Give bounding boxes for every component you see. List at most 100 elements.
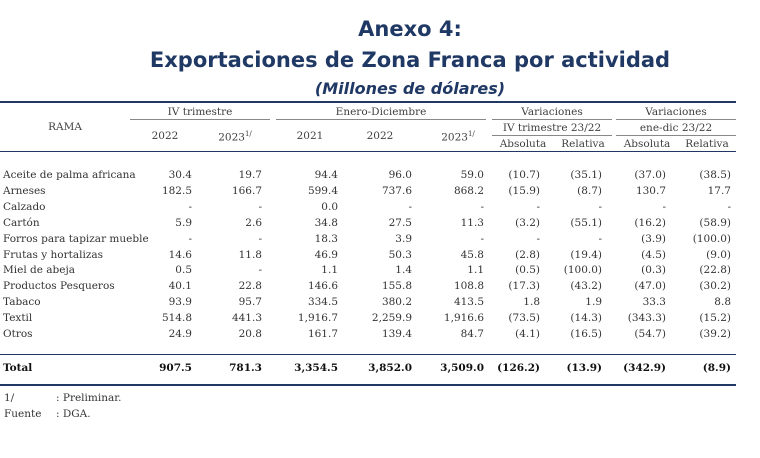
- cell-var2-relativa: (15.2): [699, 312, 731, 325]
- header-sub-rule: [616, 135, 736, 136]
- header-enero-diciembre: Enero-Diciembre: [335, 106, 427, 118]
- cell-ed-2023: -: [480, 232, 484, 245]
- cell-var2-absoluta: (47.0): [634, 280, 666, 293]
- cell-ed-2023: 11.3: [460, 216, 484, 229]
- cell-var1-relativa: (13.9): [566, 362, 602, 374]
- col-header-var1-relativa: Relativa: [561, 138, 605, 150]
- total-label: Total: [3, 362, 33, 374]
- header-iv-trimestre: IV trimestre: [167, 106, 233, 118]
- cell-ed-2022: 27.5: [388, 216, 412, 229]
- cell-var1-relativa: -: [598, 200, 602, 213]
- col-header-iv-2023: 20231/: [218, 130, 252, 144]
- header-rama: RAMA: [48, 121, 82, 133]
- cell-iv-2023: -: [258, 200, 262, 213]
- cell-iv-2022: 93.9: [168, 296, 192, 309]
- col-header-var2-absoluta: Absoluta: [623, 138, 671, 150]
- header-bottom-rule: [0, 151, 736, 152]
- cell-var2-relativa: (22.8): [699, 264, 731, 277]
- cell-ed-2022: 1.4: [395, 264, 412, 277]
- header-variaciones-1-sub: IV trimestre 23/22: [502, 122, 602, 134]
- header-variaciones-2: Variaciones: [645, 106, 707, 118]
- cell-var2-absoluta: (54.7): [634, 328, 666, 340]
- cell-var1-relativa: (43.2): [570, 280, 602, 293]
- cell-var1-absoluta: -: [536, 232, 540, 245]
- cell-iv-2023: 22.8: [238, 280, 262, 293]
- cell-ed-2023: 1.1: [467, 264, 484, 277]
- col-header-ed-2022: 2022: [366, 130, 394, 142]
- cell-ed-2022: 2,259.9: [371, 312, 412, 325]
- cell-var2-relativa: (39.2): [699, 328, 731, 340]
- row-label: Frutas y hortalizas: [3, 248, 104, 261]
- cell-ed-2023: 45.8: [460, 248, 484, 261]
- col-header-ed-2021: 2021: [296, 130, 324, 142]
- cell-ed-2023: 868.2: [453, 184, 484, 197]
- cell-var2-absoluta: (343.3): [627, 312, 666, 325]
- row-label: Miel de abeja: [3, 264, 76, 277]
- cell-var1-absoluta: (0.5): [515, 264, 540, 277]
- cell-iv-2023: 166.7: [231, 184, 262, 197]
- header-group-rule: [616, 119, 736, 120]
- cell-var1-relativa: (8.7): [577, 184, 602, 197]
- cell-var2-relativa: (8.9): [702, 362, 731, 374]
- cell-var1-absoluta: (17.3): [508, 280, 540, 293]
- cell-ed-2021: 1,916.7: [297, 312, 338, 325]
- cell-var2-relativa: (58.9): [699, 216, 731, 229]
- cell-ed-2023: 108.8: [453, 280, 484, 293]
- cell-iv-2022: 14.6: [168, 248, 192, 261]
- cell-iv-2023: 11.8: [238, 248, 262, 261]
- cell-var1-relativa: (16.5): [570, 328, 602, 340]
- top-rule: [0, 101, 736, 103]
- cell-ed-2022: 3.9: [395, 232, 412, 245]
- cell-iv-2022: 0.5: [175, 264, 192, 277]
- cell-iv-2023: 441.3: [231, 312, 262, 325]
- cell-var1-relativa: (35.1): [570, 169, 602, 181]
- cell-iv-2022: 30.4: [168, 169, 192, 181]
- cell-ed-2022: 3,852.0: [368, 362, 412, 374]
- header-group-rule: [130, 119, 270, 120]
- row-label: Tabaco: [3, 296, 41, 309]
- header-sub-rule: [492, 135, 612, 136]
- cell-ed-2022: 96.0: [388, 169, 412, 181]
- title-units: (Millones de dólares): [314, 79, 506, 98]
- cell-var2-relativa: 17.7: [707, 184, 731, 197]
- row-label: Textil: [3, 312, 33, 325]
- cell-var2-relativa: 8.8: [714, 296, 731, 309]
- cell-iv-2022: 5.9: [175, 216, 192, 229]
- cell-var1-absoluta: (2.8): [515, 248, 540, 261]
- cell-iv-2022: 24.9: [168, 328, 192, 340]
- cell-ed-2023: 413.5: [453, 296, 484, 309]
- cell-var1-absoluta: (73.5): [508, 312, 540, 325]
- header-group-rule: [276, 119, 486, 120]
- total-top-rule: [0, 354, 736, 355]
- cell-iv-2022: -: [188, 200, 192, 213]
- cell-iv-2022: 40.1: [168, 280, 192, 293]
- footnote-fuente: Fuente: DGA.: [4, 408, 91, 420]
- cell-var2-absoluta: (0.3): [641, 264, 666, 277]
- row-label: Arneses: [3, 184, 46, 197]
- col-header-var2-relativa: Relativa: [685, 138, 729, 150]
- cell-iv-2022: 514.8: [161, 312, 192, 325]
- col-header-ed-2023: 20231/: [441, 130, 475, 144]
- cell-var1-relativa: (100.0): [563, 264, 602, 277]
- cell-ed-2022: 50.3: [388, 248, 412, 261]
- cell-var1-absoluta: (15.9): [508, 184, 540, 197]
- cell-ed-2022: 155.8: [381, 280, 412, 293]
- cell-var1-relativa: -: [598, 232, 602, 245]
- cell-var2-relativa: -: [727, 200, 731, 213]
- cell-var2-absoluta: (37.0): [634, 169, 666, 181]
- cell-var1-relativa: (19.4): [570, 248, 602, 261]
- row-label: Productos Pesqueros: [3, 280, 115, 293]
- cell-ed-2023: -: [480, 200, 484, 213]
- header-variaciones-2-sub: ene-dic 23/22: [639, 122, 713, 134]
- cell-ed-2022: 139.4: [381, 328, 412, 340]
- cell-ed-2021: 34.8: [314, 216, 338, 229]
- cell-var2-relativa: (38.5): [699, 169, 731, 181]
- cell-ed-2022: -: [408, 200, 412, 213]
- cell-var2-absoluta: (3.9): [641, 232, 666, 245]
- cell-ed-2021: 94.4: [314, 169, 338, 181]
- cell-var1-absoluta: (126.2): [497, 362, 540, 374]
- cell-ed-2021: 161.7: [307, 328, 338, 340]
- bottom-rule: [0, 384, 736, 386]
- cell-ed-2023: 84.7: [460, 328, 484, 340]
- cell-ed-2022: 737.6: [381, 184, 412, 197]
